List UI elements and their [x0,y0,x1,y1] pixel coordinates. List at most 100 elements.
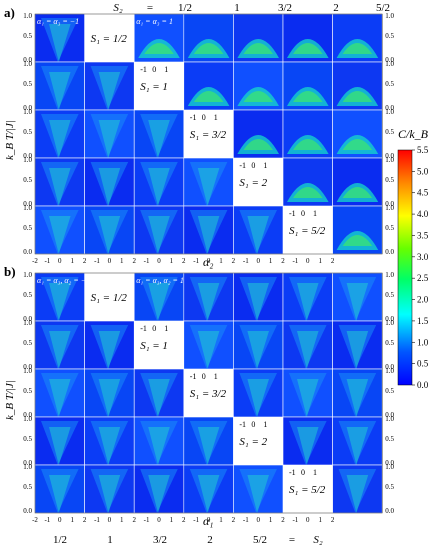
x-tick: 1 [120,516,124,524]
y-tick-left: 1.0 [23,60,32,68]
x-tick: 2 [281,257,285,265]
y-tick-left: 0.5 [23,176,32,184]
col-header-s2-bottom: 1 [107,534,113,546]
y-tick-left: 1.0 [23,204,32,212]
colorbar-tick-label: 0.0 [417,380,429,390]
col-header-s2: 5/2 [376,2,390,14]
heat-region [49,120,71,158]
blank-cell [233,417,283,465]
heat-region [247,379,269,417]
heat-region [293,43,323,54]
inset-x-tick: -1 [289,209,296,218]
colorbar-tick-label: 3.0 [417,252,429,262]
y-tick-left: 0.0 [23,363,32,371]
col-header-s2: = [147,2,153,14]
x-tick: 0 [58,516,62,524]
inset-x-tick: -1 [289,468,296,477]
col-header-s2-bottom: 2 [207,534,213,546]
y-tick-left: 0.5 [23,291,32,299]
heat-region [148,283,170,321]
x-tick: 2 [331,516,335,524]
x-tick: 1 [219,516,223,524]
heat-region [243,43,273,54]
inset-x-tick: 1 [164,324,168,333]
x-tick: 0 [58,257,62,265]
y-tick-left: 1.0 [23,319,32,327]
param-label: α₁ = α₃ = 1 [136,17,173,26]
s1-row-label: S₁ = 5/2 [289,225,326,237]
x-tick: -1 [243,257,249,265]
inset-x-tick: 1 [164,65,168,74]
y-tick-left: 0.5 [23,32,32,40]
x-tick: -1 [243,516,249,524]
y-tick-left: 0.0 [23,104,32,112]
x-tick: 2 [232,257,236,265]
x-tick: 1 [70,516,74,524]
y-tick-right: 1.0 [385,204,394,212]
x-tick: 0 [207,516,211,524]
heat-region [297,379,319,417]
y-tick-right: 1.0 [385,12,394,20]
s1-row-label: S₁ = 1/2 [91,292,128,304]
x-tick: 1 [120,257,124,265]
heat-region [98,427,121,465]
y-tick-right: 0.0 [385,411,394,419]
inset-x-tick: -1 [239,420,246,429]
colorbar-tick-label: 1.0 [417,337,429,347]
col-header-s2-bottom: = [289,534,295,546]
inset-x-tick: 0 [251,161,255,170]
inset-x-tick: 0 [202,372,206,381]
x-tick: 1 [219,257,223,265]
y-tick-left: 0.5 [23,224,32,232]
panel-a-label: a) [4,5,15,20]
col-header-s2-bottom: 3/2 [153,534,167,546]
heat-region [293,139,323,150]
x-tick: -1 [292,516,298,524]
inset-x-tick: 0 [152,324,156,333]
inset-x-tick: 1 [214,372,218,381]
colorbar-gradient [397,149,413,386]
y-tick-right: 1.0 [385,60,394,68]
inset-x-tick: 0 [152,65,156,74]
heat-region [98,475,121,513]
y-tick-left: 0.0 [23,411,32,419]
blank-cell [134,62,184,110]
y-tick-right: 0.0 [385,315,394,323]
y-tick-right: 0.5 [385,387,394,395]
col-header-s2: S₂ [113,2,123,14]
inset-x-tick: 1 [263,420,267,429]
x-tick: -1 [94,516,100,524]
y-tick-left: 0.0 [23,315,32,323]
y-tick-right: 0.5 [385,483,394,491]
heat-region [49,216,71,254]
panel-b: S₁ = 1/2S₁ = 1-1 0 1S₁ = 3/2-1 0 1S₁ = 2-1 0 1… [23,271,394,546]
panel-frame [34,272,383,514]
heat-region [342,91,373,102]
heat-region [98,216,121,254]
x-tick: 0 [256,516,260,524]
heat-region [197,331,220,369]
col-header-s2: 2 [333,2,339,14]
x-tick: 2 [132,257,136,265]
inset-x-tick: -1 [140,65,147,74]
heat-region [342,235,373,246]
inset-x-tick: 1 [313,468,317,477]
heat-region [98,379,121,417]
y-tick-left: 1.0 [23,108,32,116]
s1-row-label: S₁ = 5/2 [289,484,326,496]
y-tick-left: 0.5 [23,387,32,395]
s1-row-label: S₁ = 3/2 [190,129,227,141]
heat-region [197,216,220,254]
y-tick-left: 0.0 [23,152,32,160]
colorbar-tick-label: 0.5 [417,359,429,369]
heat-region [243,139,273,150]
y-tick-right: 0.0 [385,200,394,208]
x-tick: 0 [108,516,112,524]
x-tick: 1 [318,257,322,265]
heat-region [49,283,71,321]
y-tick-right: 0.0 [385,363,394,371]
panel-frame [34,13,383,255]
x-tick: 2 [281,516,285,524]
y-tick-right: 0.0 [385,104,394,112]
